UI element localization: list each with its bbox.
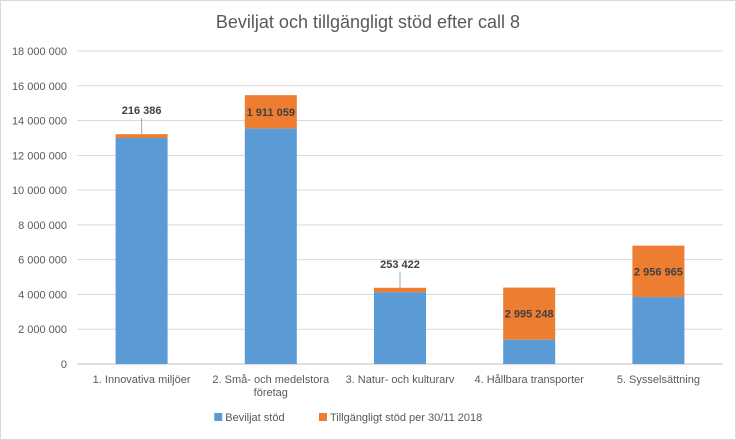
y-tick-label: 6 000 000 [18, 255, 67, 267]
y-tick-label: 18 000 000 [12, 46, 67, 58]
y-tick-label: 2 000 000 [18, 324, 67, 336]
legend-label: Tillgängligt stöd per 30/11 2018 [330, 412, 482, 424]
bar-tillgangligt-stod [244, 95, 297, 129]
bar-beviljat-stod [374, 292, 426, 364]
legend-swatch [214, 413, 223, 421]
y-tick-label: 0 [61, 359, 67, 371]
x-tick-label: 4. Hållbara transporter [474, 374, 584, 386]
y-tick-label: 12 000 000 [12, 150, 67, 162]
data-label: 253 422 [380, 259, 420, 271]
y-tick-label: 14 000 000 [12, 116, 67, 128]
x-tick-label: 3. Natur- och kulturarv [346, 374, 455, 386]
y-tick-label: 10 000 000 [12, 185, 67, 197]
bar-tillgangligt-stod [503, 287, 556, 340]
bar-beviljat-stod [503, 339, 556, 364]
x-tick-label: företag [254, 387, 288, 399]
data-label: 1 911 059 [247, 107, 295, 119]
bar-beviljat-stod [244, 128, 297, 364]
data-label: 2 995 248 [505, 309, 554, 321]
y-tick-label: 8 000 000 [18, 220, 67, 232]
x-tick-label: 1. Innovativa miljöer [93, 374, 191, 386]
y-tick-label: 4 000 000 [18, 289, 67, 301]
bar-tillgangligt-stod [632, 245, 685, 298]
bar-beviljat-stod [632, 297, 685, 364]
x-tick-label: 2. Små- och medelstora [212, 374, 330, 386]
legend-swatch [318, 413, 327, 421]
chart-title: Beviljat och tillgängligt stöd efter cal… [215, 12, 521, 32]
y-tick-label: 16 000 000 [12, 81, 67, 93]
data-label: 2 956 965 [634, 266, 683, 278]
data-label: 216 386 [122, 105, 162, 117]
legend-label: Beviljat stöd [225, 412, 284, 424]
bar-tillgangligt-stod [374, 287, 426, 293]
bar-beviljat-stod [115, 137, 168, 364]
bar-tillgangligt-stod [115, 134, 168, 138]
x-tick-label: 5. Sysselsättning [617, 374, 700, 386]
